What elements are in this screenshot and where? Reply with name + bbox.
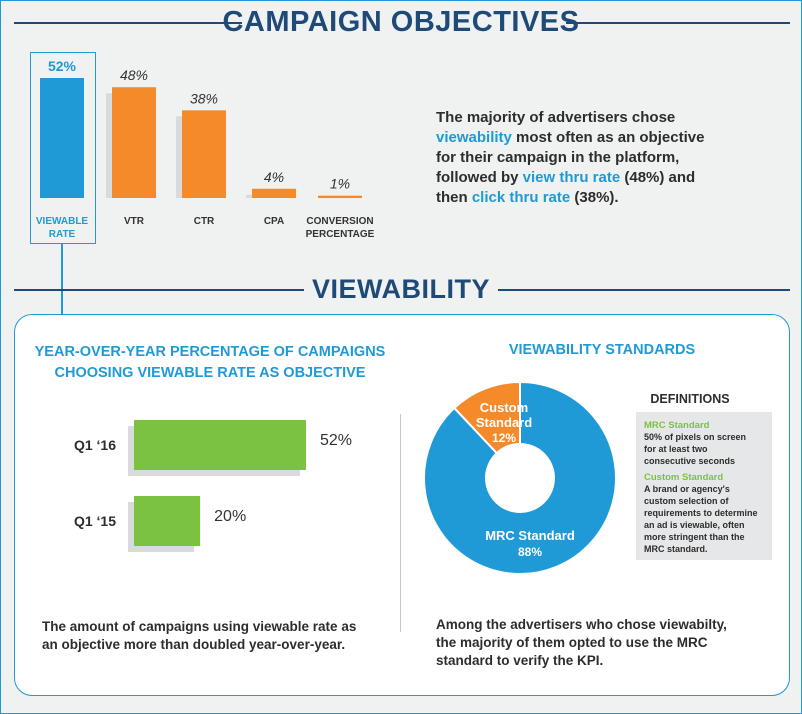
def-custom-line: more stringent than the — [644, 532, 745, 542]
bar-value-label: 1% — [330, 176, 350, 192]
summary-line5b: (38%). — [570, 189, 619, 206]
highlight-connector — [61, 243, 63, 315]
yoy-title: YEAR-OVER-YEAR PERCENTAGE OF CAMPAIGNS C… — [30, 342, 390, 384]
def-custom-line: requirements to determine — [644, 508, 758, 518]
yoy-title-line1: YEAR-OVER-YEAR PERCENTAGE OF CAMPAIGNS — [34, 344, 386, 360]
standards-title: VIEWABILITY STANDARDS — [508, 342, 696, 358]
section2-rule-right — [498, 289, 790, 291]
panel-divider — [400, 414, 401, 632]
bar-shadow — [246, 194, 252, 198]
slice-label: Standard — [476, 415, 532, 430]
slice-label: Custom — [480, 400, 528, 415]
bar-2 — [182, 110, 226, 198]
yoy-value-label: 52% — [320, 432, 352, 449]
bar-4 — [318, 195, 362, 198]
summary-line2: most often as an objective — [511, 129, 705, 146]
bar-value-label: 52% — [48, 58, 77, 74]
definitions-title: DEFINITIONS — [650, 392, 730, 406]
bar-value-label: 38% — [190, 90, 218, 106]
summary-term-viewability: viewability — [436, 129, 512, 146]
header-rule-left — [14, 22, 242, 24]
category-label: CONVERSION — [306, 216, 373, 227]
section2-title: VIEWABILITY — [311, 274, 490, 304]
summary-line3: for their campaign in the platform, — [436, 149, 680, 166]
category-label: PERCENTAGE — [306, 229, 375, 240]
yoy-bar-1 — [134, 496, 201, 546]
objectives-summary: The majority of advertisers chose viewab… — [436, 108, 766, 208]
category-label: CTR — [194, 216, 215, 227]
standards-footer: Among the advertisers who chose viewabil… — [436, 616, 776, 670]
standards-footer-line3: standard to verify the KPI. — [436, 653, 604, 668]
bar-3 — [252, 188, 296, 198]
standards-footer-line2: the majority of them opted to use the MR… — [436, 635, 708, 650]
bar-value-label: 4% — [264, 169, 284, 185]
category-label: VTR — [124, 216, 145, 227]
standards-footer-line1: Among the advertisers who chose viewabil… — [436, 617, 727, 632]
yoy-bar-chart: Q1 ‘16 52% Q1 ‘15 20% — [74, 420, 352, 552]
bar-0 — [40, 78, 84, 198]
def-custom-line: MRC standard. — [644, 544, 708, 554]
slice-value-label: 88% — [518, 545, 542, 559]
yoy-footer-line1: The amount of campaigns using viewable r… — [42, 619, 357, 634]
summary-term-vtr: view thru rate — [522, 169, 621, 186]
yoy-footer-line2: an objective more than doubled year-over… — [42, 637, 346, 652]
objectives-bar-chart: 52% VIEWABLE RATE 48% VTR 38% CTR 4% CPA 1% CONVER… — [36, 58, 375, 240]
def-custom-body: A brand or agency's custom selection of … — [644, 483, 770, 555]
yoy-bar-0 — [134, 420, 306, 470]
summary-line1: The majority of advertisers chose — [436, 109, 676, 126]
slice-label: MRC Standard — [485, 528, 575, 543]
yoy-title-line2: CHOOSING VIEWABLE RATE AS OBJECTIVE — [54, 365, 366, 381]
definitions-box: MRC Standard 50% of pixels on screen for… — [636, 412, 772, 560]
slice-value-label: 12% — [492, 431, 516, 445]
yoy-category-label: Q1 ‘16 — [74, 437, 116, 453]
def-mrc-body: 50% of pixels on screen for at least two… — [644, 431, 770, 467]
summary-line5a: then — [436, 189, 472, 206]
header-rule-right — [566, 22, 790, 24]
def-custom-line: A brand or agency's — [644, 484, 730, 494]
def-mrc-line: consecutive seconds — [644, 456, 736, 466]
yoy-footer: The amount of campaigns using viewable r… — [42, 618, 392, 654]
yoy-category-label: Q1 ‘15 — [74, 513, 116, 529]
yoy-value-label: 20% — [214, 508, 246, 525]
donut-slice-1 — [423, 380, 617, 575]
summary-line4b: (48%) and — [620, 169, 696, 186]
def-mrc-line: 50% of pixels on screen — [644, 432, 747, 442]
page-title: CAMPAIGN OBJECTIVES — [222, 6, 580, 38]
bar-shadow — [176, 116, 182, 198]
def-custom-line: custom selection of — [644, 496, 729, 506]
bar-value-label: 48% — [120, 67, 148, 83]
summary-term-ctr: click thru rate — [471, 189, 571, 206]
summary-line4a: followed by — [436, 169, 523, 186]
section2-rule-left — [14, 289, 304, 291]
def-mrc-line: for at least two — [644, 444, 708, 454]
def-custom-line: an ad is viewable, often — [644, 520, 745, 530]
def-mrc-head: MRC Standard — [644, 420, 710, 431]
bar-shadow — [106, 93, 112, 198]
bar-1 — [112, 87, 156, 198]
category-label: RATE — [49, 229, 76, 240]
category-label: VIEWABLE — [36, 216, 89, 227]
def-custom-head: Custom Standard — [644, 472, 724, 483]
category-label: CPA — [264, 216, 284, 227]
viewable-rate-highlight — [30, 52, 96, 244]
